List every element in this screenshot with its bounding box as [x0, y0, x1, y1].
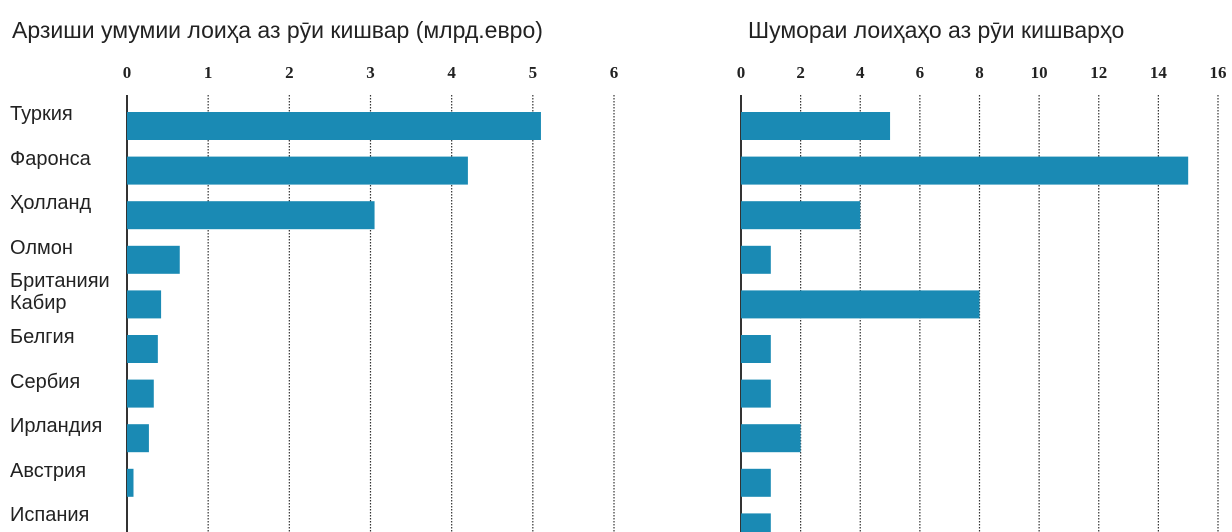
x-tick-label: 14	[1150, 63, 1168, 82]
x-tick-label: 8	[975, 63, 984, 82]
bar	[741, 245, 771, 274]
bar	[741, 290, 980, 319]
category-label: Белгия	[10, 326, 75, 348]
x-tick-label: 3	[366, 63, 375, 82]
bar	[741, 379, 771, 408]
bar	[127, 424, 149, 453]
bar	[741, 424, 801, 453]
x-tick-label: 4	[447, 63, 456, 82]
x-tick-label: 6	[916, 63, 925, 82]
bar	[741, 156, 1189, 185]
chart-title: Арзиши умумии лоиҳа аз рӯи кишвар (млрд.…	[12, 17, 543, 43]
x-tick-label: 5	[529, 63, 538, 82]
bar	[127, 201, 375, 230]
x-tick-label: 4	[856, 63, 865, 82]
x-tick-label: 0	[123, 63, 132, 82]
bar	[127, 245, 180, 274]
bar	[741, 468, 771, 497]
bar	[127, 335, 158, 363]
x-tick-label: 12	[1090, 63, 1107, 82]
x-tick-label: 2	[796, 63, 805, 82]
category-label: Туркия	[10, 103, 73, 125]
x-tick-label: 2	[285, 63, 294, 82]
x-tick-label: 16	[1210, 63, 1227, 82]
x-tick-label: 1	[204, 63, 213, 82]
bar	[741, 513, 771, 532]
category-label: Ирландия	[10, 415, 103, 438]
category-label: Сербия	[10, 370, 81, 393]
x-tick-label: 6	[610, 63, 619, 82]
category-label: Испания	[10, 504, 90, 527]
category-label: Ҳолланд	[10, 192, 92, 215]
category-label: Австрия	[10, 459, 87, 482]
bar	[127, 468, 134, 497]
bar	[127, 290, 162, 319]
bar	[127, 112, 541, 140]
category-label: Фаронса	[10, 147, 91, 170]
bar	[741, 112, 891, 140]
bar	[127, 156, 468, 185]
bar	[741, 335, 771, 363]
x-tick-label: 10	[1031, 63, 1048, 82]
chart-title: Шумораи лоиҳаҳо аз рӯи кишварҳо	[748, 17, 1124, 43]
category-label: Британияи Кабир	[10, 270, 110, 315]
category-label: Олмон	[10, 236, 73, 259]
x-tick-label: 0	[737, 63, 746, 82]
bar	[127, 379, 154, 408]
bar	[741, 201, 861, 230]
